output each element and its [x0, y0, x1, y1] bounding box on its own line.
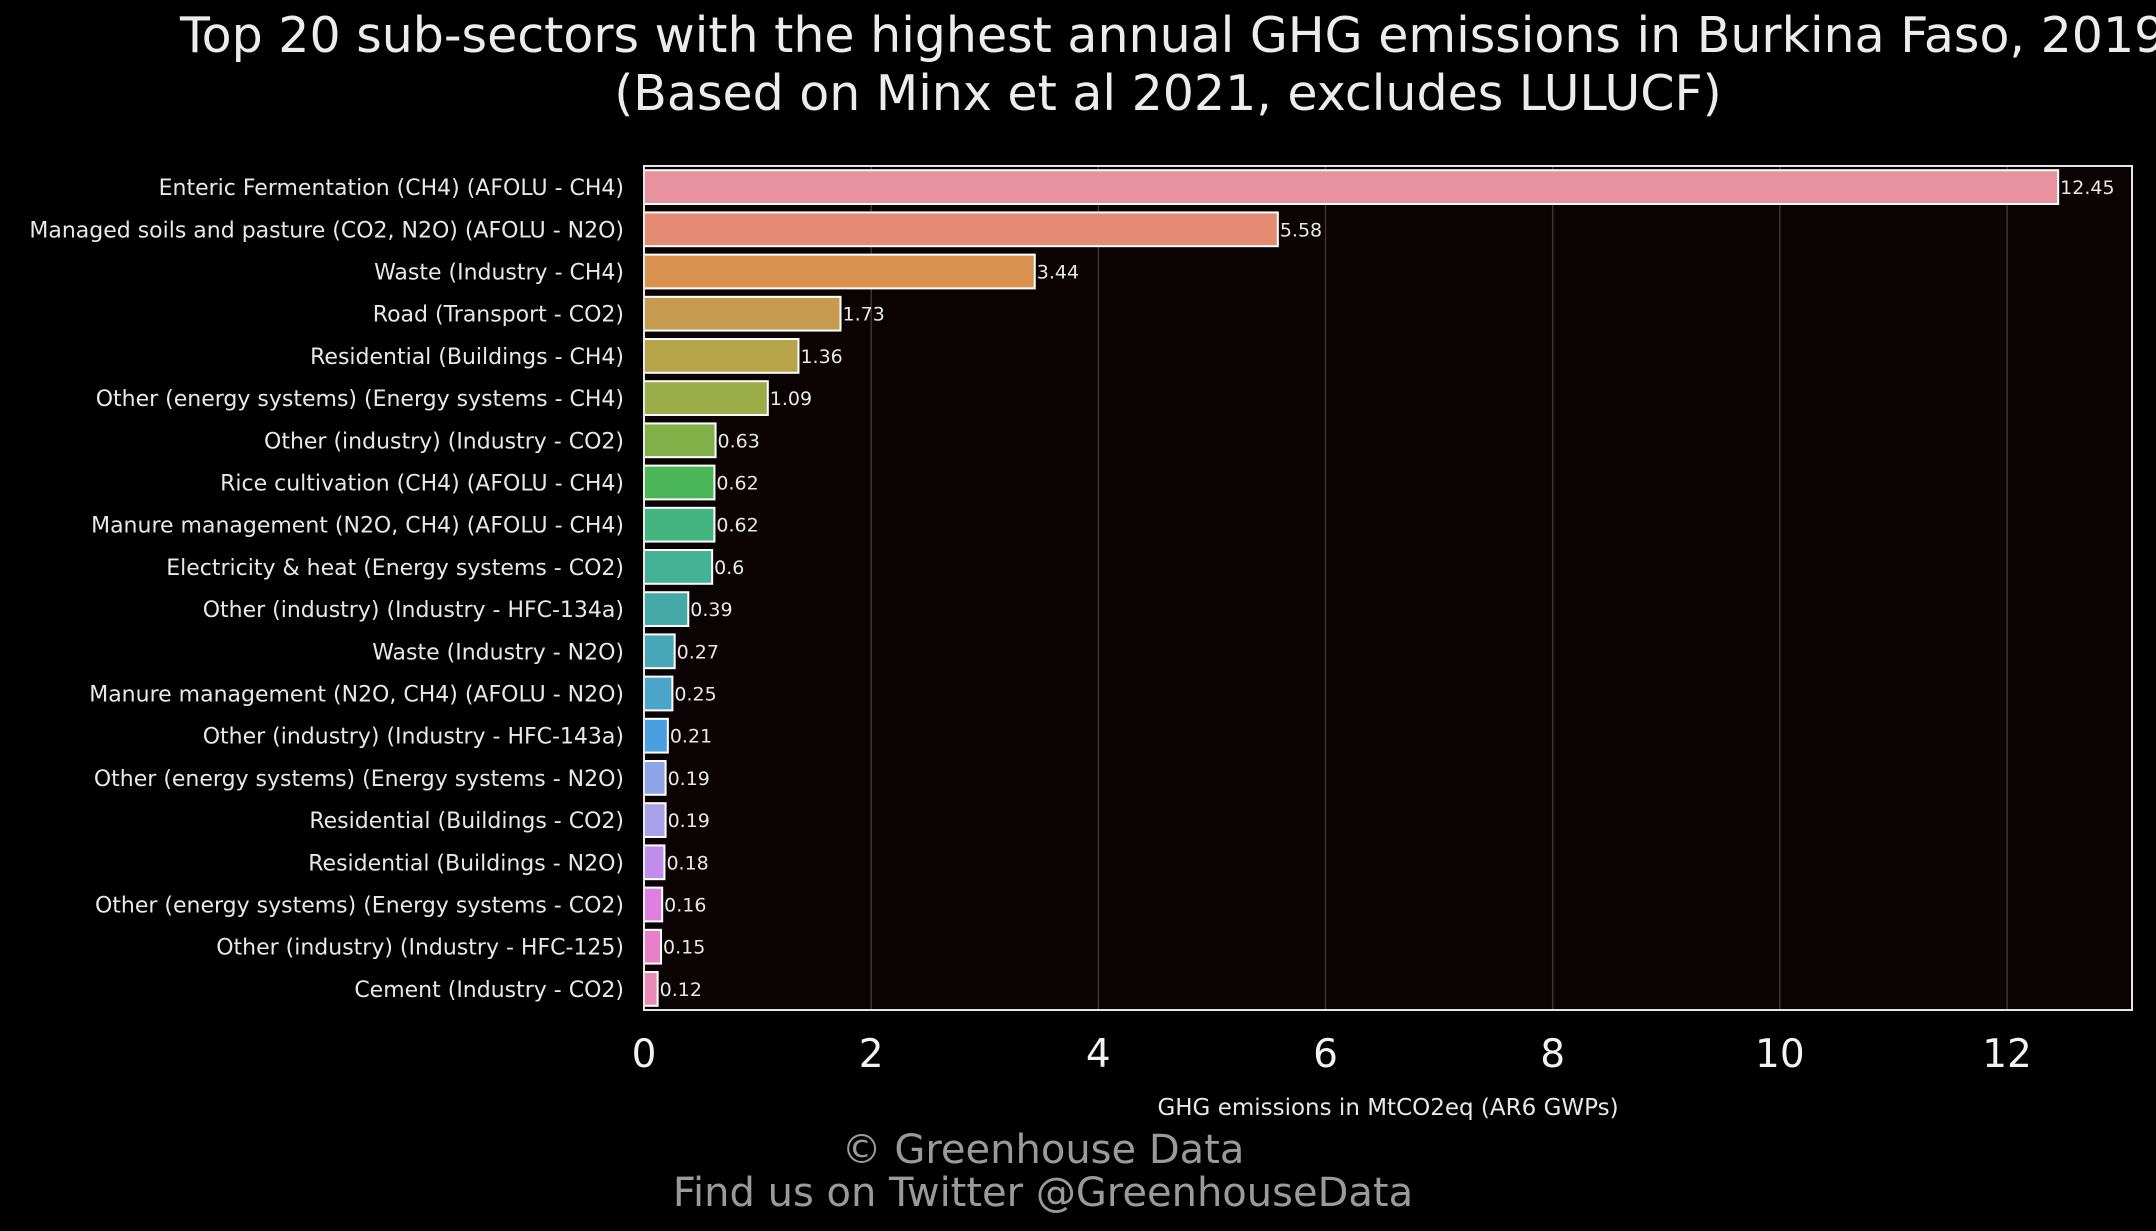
category-labels: Enteric Fermentation (CH4) (AFOLU - CH4)…: [29, 176, 624, 1003]
chart-subtitle: (Based on Minx et al 2021, excludes LULU…: [614, 65, 1722, 122]
bar: [643, 591, 690, 627]
category-label: Other (energy systems) (Energy systems -…: [95, 894, 624, 919]
chart-title: Top 20 sub-sectors with the highest annu…: [180, 7, 2156, 64]
twitter-credit: Find us on Twitter @GreenhouseData: [672, 1170, 1414, 1216]
value-label: 1.73: [843, 304, 885, 326]
plot-frame: [643, 165, 2133, 1011]
x-tick-label: 12: [1982, 1032, 2032, 1077]
category-label: Residential (Buildings - CH4): [310, 345, 624, 370]
category-label: Other (industry) (Industry - CO2): [264, 429, 624, 454]
category-label: Managed soils and pasture (CO2, N2O) (AF…: [29, 218, 624, 243]
plot-background: [644, 166, 2132, 1010]
value-label: 0.12: [660, 979, 702, 1001]
value-label: 0.19: [668, 810, 710, 832]
value-label: 0.21: [670, 726, 712, 748]
value-label: 1.09: [770, 388, 812, 410]
x-tick-label: 4: [1086, 1032, 1111, 1077]
bar: [643, 338, 800, 374]
bar: [643, 928, 663, 965]
x-axis-ticks: 0 2 4 6 8 10 12: [632, 1032, 2032, 1077]
category-label: Other (industry) (Industry - HFC-134a): [203, 598, 624, 623]
bar: [643, 464, 716, 501]
category-label: Manure management (N2O, CH4) (AFOLU - N2…: [89, 683, 624, 708]
bar: [643, 633, 676, 670]
bar: [643, 886, 664, 923]
category-label: Other (industry) (Industry - HFC-143a): [203, 725, 624, 750]
value-label: 3.44: [1037, 262, 1079, 284]
category-label: Other (industry) (Industry - HFC-125): [216, 936, 624, 961]
bar: [643, 253, 1036, 290]
value-label: 0.62: [716, 473, 758, 495]
bar: [643, 295, 842, 332]
bar-chart: Enteric Fermentation (CH4) (AFOLU - CH4)…: [29, 165, 2133, 1120]
category-label: Cement (Industry - CO2): [354, 978, 624, 1003]
bar: [643, 169, 2060, 205]
bar: [643, 506, 716, 543]
bar: [643, 760, 667, 796]
bar: [643, 380, 769, 416]
value-label: 0.19: [668, 768, 710, 790]
x-axis-label: GHG emissions in MtCO2eq (AR6 GWPs): [1157, 1095, 1618, 1120]
bar: [643, 717, 669, 754]
bars: [643, 169, 2060, 1007]
category-label: Manure management (N2O, CH4) (AFOLU - CH…: [91, 514, 624, 539]
bar: [643, 211, 1279, 248]
category-label: Enteric Fermentation (CH4) (AFOLU - CH4): [159, 176, 624, 201]
value-label: 12.45: [2060, 177, 2114, 199]
category-label: Other (energy systems) (Energy systems -…: [94, 767, 624, 792]
x-tick-label: 10: [1755, 1032, 1805, 1077]
value-label: 0.39: [690, 599, 732, 621]
category-label: Rice cultivation (CH4) (AFOLU - CH4): [220, 472, 624, 497]
category-label: Residential (Buildings - CO2): [309, 809, 624, 834]
value-label: 0.6: [714, 557, 744, 579]
copyright-credit: © Greenhouse Data: [841, 1127, 1245, 1173]
value-label: 0.16: [664, 895, 706, 917]
x-tick-label: 6: [1313, 1032, 1338, 1077]
category-label: Residential (Buildings - N2O): [308, 851, 624, 876]
value-label: 0.15: [663, 937, 705, 959]
value-label: 1.36: [800, 346, 842, 368]
category-label: Other (energy systems) (Energy systems -…: [96, 387, 624, 412]
value-label: 0.18: [666, 852, 708, 874]
category-label: Road (Transport - CO2): [373, 303, 624, 328]
x-tick-label: 8: [1540, 1032, 1565, 1077]
category-label: Waste (Industry - CH4): [374, 261, 624, 286]
x-tick-label: 2: [859, 1032, 884, 1077]
bar: [643, 549, 714, 585]
category-label: Electricity & heat (Energy systems - CO2…: [166, 556, 624, 581]
value-label: 0.25: [674, 684, 716, 706]
value-label: 0.63: [718, 430, 760, 452]
value-label: 5.58: [1280, 219, 1322, 241]
category-label: Waste (Industry - N2O): [372, 640, 624, 665]
bar: [643, 971, 659, 1007]
bar: [643, 422, 717, 459]
value-label: 0.62: [716, 515, 758, 537]
bar: [643, 802, 667, 838]
bar: [643, 844, 666, 881]
x-tick-label: 0: [632, 1032, 657, 1077]
value-label: 0.27: [677, 641, 719, 663]
value-labels: 12.45 5.58 3.44 1.731.36 1.09 0.63 0.62 0.62 0.6…: [660, 177, 2115, 1001]
bar: [643, 675, 674, 712]
